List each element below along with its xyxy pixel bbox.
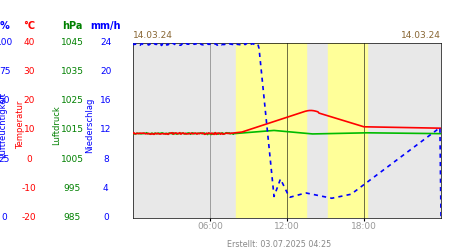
Text: 20: 20 xyxy=(23,96,35,105)
Text: 12: 12 xyxy=(100,126,112,134)
Text: 0: 0 xyxy=(27,155,32,164)
Text: Luftfeuchtigkeit: Luftfeuchtigkeit xyxy=(0,92,7,158)
Text: 10: 10 xyxy=(23,126,35,134)
Text: 4: 4 xyxy=(103,184,108,193)
Text: 1045: 1045 xyxy=(61,38,83,47)
Text: 0: 0 xyxy=(2,213,7,222)
Text: 24: 24 xyxy=(100,38,112,47)
Text: 14.03.24: 14.03.24 xyxy=(133,31,173,40)
Text: 16: 16 xyxy=(100,96,112,105)
Text: -20: -20 xyxy=(22,213,36,222)
Text: 995: 995 xyxy=(63,184,81,193)
Text: 30: 30 xyxy=(23,67,35,76)
Text: 985: 985 xyxy=(63,213,81,222)
Text: 8: 8 xyxy=(103,155,108,164)
Text: 1005: 1005 xyxy=(60,155,84,164)
Text: 100: 100 xyxy=(0,38,13,47)
Text: 1035: 1035 xyxy=(60,67,84,76)
Text: 0: 0 xyxy=(103,213,108,222)
Text: 75: 75 xyxy=(0,67,10,76)
Text: 50: 50 xyxy=(0,96,10,105)
Text: -10: -10 xyxy=(22,184,36,193)
Text: 1015: 1015 xyxy=(60,126,84,134)
Text: Temperatur: Temperatur xyxy=(16,101,25,149)
Text: mm/h: mm/h xyxy=(90,21,121,31)
Text: 20: 20 xyxy=(100,67,112,76)
Text: 14.03.24: 14.03.24 xyxy=(401,31,441,40)
Text: 1025: 1025 xyxy=(61,96,83,105)
Text: Erstellt: 03.07.2025 04:25: Erstellt: 03.07.2025 04:25 xyxy=(227,240,331,249)
Text: 25: 25 xyxy=(0,155,10,164)
Bar xyxy=(328,42,366,218)
Text: hPa: hPa xyxy=(62,21,82,31)
Bar xyxy=(235,42,306,218)
Text: 40: 40 xyxy=(23,38,35,47)
Text: Luftdruck: Luftdruck xyxy=(52,105,61,145)
Text: %: % xyxy=(0,21,9,31)
Text: Niederschlag: Niederschlag xyxy=(86,97,94,153)
Text: °C: °C xyxy=(23,21,35,31)
